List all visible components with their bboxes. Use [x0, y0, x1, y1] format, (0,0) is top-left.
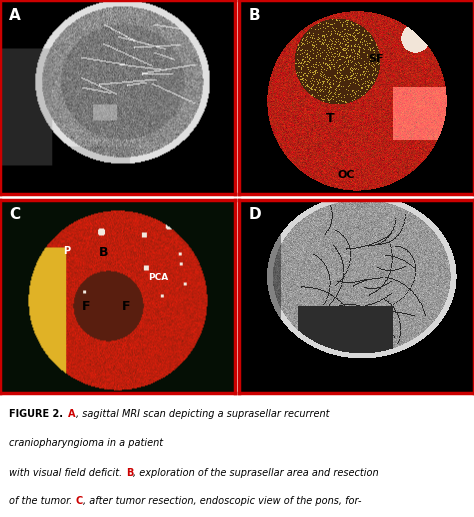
Text: T: T — [326, 112, 335, 125]
Text: B: B — [126, 468, 133, 478]
Text: F: F — [82, 300, 91, 313]
Text: C: C — [9, 207, 20, 222]
Text: F: F — [122, 300, 131, 313]
Text: A: A — [9, 8, 21, 23]
Text: with visual field deficit.: with visual field deficit. — [9, 468, 126, 478]
Text: PCA: PCA — [148, 273, 168, 282]
Text: B: B — [99, 246, 108, 259]
Text: OC: OC — [337, 170, 355, 180]
Text: , after tumor resection, endoscopic view of the pons, for-: , after tumor resection, endoscopic view… — [83, 496, 362, 506]
Text: A: A — [68, 409, 76, 419]
Text: FIGURE 2.: FIGURE 2. — [9, 409, 64, 419]
Text: SF: SF — [368, 54, 384, 64]
Text: P: P — [64, 246, 71, 256]
Text: of the tumor.: of the tumor. — [9, 496, 76, 506]
Text: D: D — [248, 207, 261, 222]
Text: B: B — [248, 8, 260, 23]
Text: C: C — [76, 496, 83, 506]
Text: , exploration of the suprasellar area and resection: , exploration of the suprasellar area an… — [133, 468, 379, 478]
Text: , sagittal MRI scan depicting a suprasellar recurrent: , sagittal MRI scan depicting a suprasel… — [76, 409, 329, 419]
Text: craniopharyngioma in a patient: craniopharyngioma in a patient — [9, 438, 164, 448]
